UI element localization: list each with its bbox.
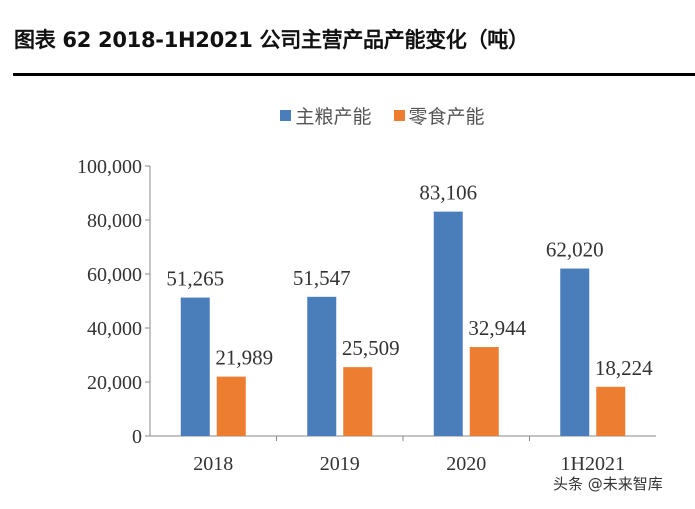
x-tick-label: 1H2021	[561, 453, 625, 475]
bar-snack	[596, 386, 626, 436]
bar-staple	[307, 296, 337, 436]
bar-snack	[343, 367, 373, 436]
bar-staple	[560, 268, 590, 436]
y-tick-label: 20,000	[87, 372, 142, 394]
bar-snack	[216, 376, 246, 436]
legend-label-staple: 主粮产能	[295, 106, 372, 128]
data-label: 62,020	[546, 238, 604, 262]
title-rule	[13, 73, 695, 76]
data-label: 32,944	[468, 316, 526, 340]
legend: 主粮产能 零食产能	[0, 102, 695, 129]
y-tick-label: 40,000	[87, 318, 142, 340]
data-label: 25,509	[342, 336, 400, 360]
data-label: 21,989	[215, 346, 273, 370]
y-tick-label: 80,000	[87, 210, 142, 232]
figure-title: 图表 62 2018-1H2021 公司主营产品产能变化（吨）	[14, 28, 529, 52]
y-tick-label: 0	[132, 426, 142, 448]
legend-swatch-staple	[280, 110, 292, 121]
data-label: 51,547	[293, 266, 351, 290]
legend-item-snack: 零食产能	[393, 102, 485, 129]
legend-item-staple: 主粮产能	[280, 102, 372, 129]
bar-staple	[433, 211, 463, 436]
bar-staple	[180, 297, 210, 436]
legend-swatch-snack	[393, 110, 405, 121]
watermark: 头条 @未来智库	[553, 475, 663, 493]
legend-label-snack: 零食产能	[408, 106, 485, 128]
data-label: 51,265	[166, 267, 224, 291]
y-tick-label: 100,000	[77, 156, 142, 178]
data-label: 83,106	[419, 181, 477, 205]
x-tick-label: 2019	[320, 453, 360, 475]
y-tick-label: 60,000	[87, 264, 142, 286]
data-label: 18,224	[595, 356, 653, 380]
x-tick-label: 2020	[446, 453, 486, 475]
bar-snack	[469, 347, 499, 436]
x-tick-label: 2018	[193, 453, 233, 475]
